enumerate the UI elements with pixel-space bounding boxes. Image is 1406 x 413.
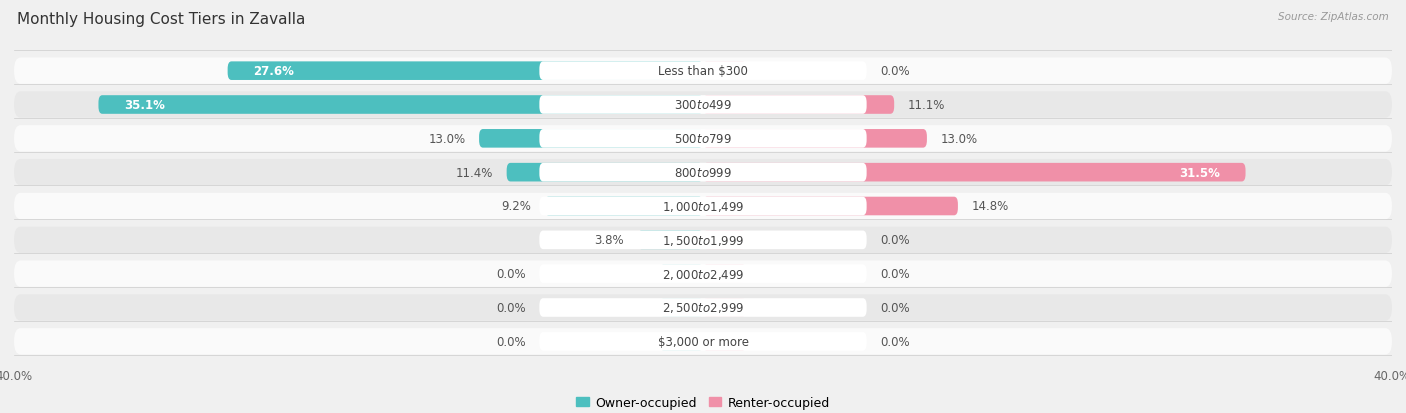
Text: 27.6%: 27.6% <box>253 65 294 78</box>
FancyBboxPatch shape <box>544 197 703 216</box>
FancyBboxPatch shape <box>228 62 703 81</box>
Text: 13.0%: 13.0% <box>941 133 977 145</box>
FancyBboxPatch shape <box>703 62 747 81</box>
Text: 13.0%: 13.0% <box>429 133 465 145</box>
FancyBboxPatch shape <box>703 197 957 216</box>
Text: 0.0%: 0.0% <box>496 268 526 280</box>
FancyBboxPatch shape <box>703 96 894 114</box>
Text: $2,500 to $2,999: $2,500 to $2,999 <box>662 301 744 315</box>
Text: Monthly Housing Cost Tiers in Zavalla: Monthly Housing Cost Tiers in Zavalla <box>17 12 305 27</box>
FancyBboxPatch shape <box>540 231 866 249</box>
FancyBboxPatch shape <box>637 231 703 249</box>
Text: Source: ZipAtlas.com: Source: ZipAtlas.com <box>1278 12 1389 22</box>
FancyBboxPatch shape <box>703 265 747 283</box>
Text: 11.1%: 11.1% <box>908 99 945 112</box>
Text: $1,000 to $1,499: $1,000 to $1,499 <box>662 199 744 214</box>
FancyBboxPatch shape <box>540 299 866 317</box>
Text: 0.0%: 0.0% <box>496 301 526 314</box>
FancyBboxPatch shape <box>540 332 866 351</box>
Text: 35.1%: 35.1% <box>124 99 165 112</box>
Text: $1,500 to $1,999: $1,500 to $1,999 <box>662 233 744 247</box>
FancyBboxPatch shape <box>540 96 866 114</box>
Text: 0.0%: 0.0% <box>880 268 910 280</box>
Text: $3,000 or more: $3,000 or more <box>658 335 748 348</box>
FancyBboxPatch shape <box>506 164 703 182</box>
Text: 11.4%: 11.4% <box>456 166 494 179</box>
FancyBboxPatch shape <box>14 126 1392 152</box>
Text: 0.0%: 0.0% <box>880 65 910 78</box>
FancyBboxPatch shape <box>540 164 866 182</box>
Text: 31.5%: 31.5% <box>1178 166 1219 179</box>
Text: $2,000 to $2,499: $2,000 to $2,499 <box>662 267 744 281</box>
FancyBboxPatch shape <box>14 261 1392 287</box>
Text: $300 to $499: $300 to $499 <box>673 99 733 112</box>
Text: 0.0%: 0.0% <box>496 335 526 348</box>
FancyBboxPatch shape <box>98 96 703 114</box>
FancyBboxPatch shape <box>659 265 703 283</box>
Text: $800 to $999: $800 to $999 <box>673 166 733 179</box>
FancyBboxPatch shape <box>540 62 866 81</box>
FancyBboxPatch shape <box>703 299 747 317</box>
FancyBboxPatch shape <box>14 227 1392 254</box>
FancyBboxPatch shape <box>703 130 927 148</box>
FancyBboxPatch shape <box>14 58 1392 85</box>
Text: 9.2%: 9.2% <box>501 200 531 213</box>
Text: Less than $300: Less than $300 <box>658 65 748 78</box>
Text: 3.8%: 3.8% <box>595 234 624 247</box>
FancyBboxPatch shape <box>14 328 1392 355</box>
FancyBboxPatch shape <box>14 92 1392 119</box>
Text: 14.8%: 14.8% <box>972 200 1010 213</box>
Legend: Owner-occupied, Renter-occupied: Owner-occupied, Renter-occupied <box>571 391 835 413</box>
Text: 0.0%: 0.0% <box>880 301 910 314</box>
FancyBboxPatch shape <box>659 332 703 351</box>
FancyBboxPatch shape <box>659 299 703 317</box>
FancyBboxPatch shape <box>703 231 747 249</box>
FancyBboxPatch shape <box>540 130 866 148</box>
Text: 0.0%: 0.0% <box>880 234 910 247</box>
FancyBboxPatch shape <box>14 193 1392 220</box>
FancyBboxPatch shape <box>479 130 703 148</box>
Text: $500 to $799: $500 to $799 <box>673 133 733 145</box>
FancyBboxPatch shape <box>703 332 747 351</box>
FancyBboxPatch shape <box>14 159 1392 186</box>
FancyBboxPatch shape <box>703 164 1246 182</box>
FancyBboxPatch shape <box>540 197 866 216</box>
FancyBboxPatch shape <box>540 265 866 283</box>
FancyBboxPatch shape <box>14 294 1392 321</box>
Text: 0.0%: 0.0% <box>880 335 910 348</box>
